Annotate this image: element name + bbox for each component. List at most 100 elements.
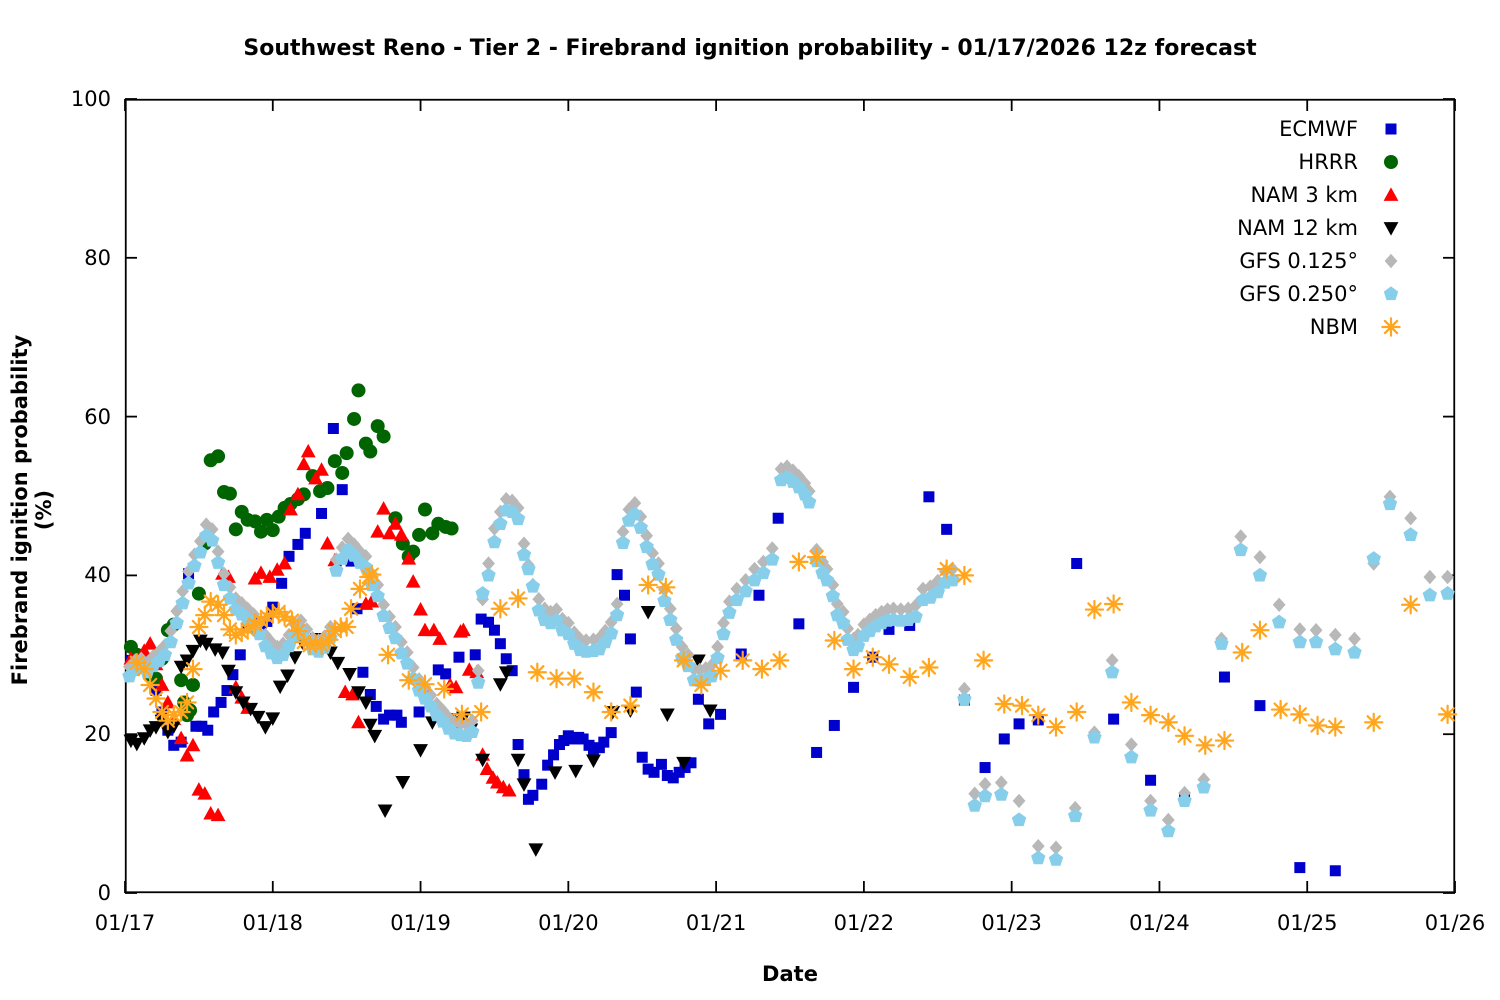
marker-ecmwf [512,739,524,751]
marker-nbm [710,660,731,681]
marker-gfs250 [470,674,486,689]
marker-gfs125 [482,556,495,571]
marker-nbm [1103,594,1124,614]
marker-gfs125 [968,786,982,801]
marker-gfs125 [550,602,563,617]
marker-nam3 [197,786,213,800]
marker-nam12 [510,753,526,768]
marker-ecmwf [941,523,953,535]
marker-gfs250 [525,578,541,593]
marker-gfs250 [633,520,648,534]
marker-gfs125 [406,660,420,675]
marker-ecmwf [715,708,727,720]
marker-gfs125 [1105,653,1119,668]
marker-nam3 [413,601,428,616]
marker-ecmwf [234,649,246,661]
marker-nbm [936,559,957,579]
marker-nam12 [377,804,393,819]
marker-nbm [214,605,234,625]
marker-nbm [843,659,864,679]
marker-gfs250 [181,575,196,590]
marker-gfs125 [1012,793,1026,809]
marker-ecmwf [440,668,452,680]
marker-gfs125 [573,631,587,647]
marker-gfs250 [639,539,654,553]
marker-nam3 [283,501,298,516]
marker-ecmwf [624,633,636,645]
marker-ecmwf [518,769,530,781]
marker-nam3 [320,536,335,550]
marker-nam12 [198,637,214,652]
gfs125-legend-marker-icon [1384,253,1398,268]
marker-hrrr [363,444,378,459]
marker-nam12 [492,678,508,692]
marker-nbm [656,577,676,598]
marker-gfs250 [531,602,546,617]
marker-gfs250 [157,647,173,661]
marker-nbm [127,653,147,673]
marker-nam3 [479,761,495,776]
ecmwf-legend-marker-icon [1385,123,1397,134]
marker-hrrr [191,586,206,601]
marker-gfs250 [1048,852,1064,866]
legend: ECMWF HRRR NAM 3 km NAM 12 km GFS 0.125° GFS … [1237,112,1402,343]
marker-gfs250 [819,572,835,587]
marker-nbm [824,630,845,651]
marker-nam12 [250,710,266,725]
marker-gfs250 [1124,749,1139,764]
marker-ecmwf [1013,718,1025,730]
marker-ecmwf [292,538,304,550]
marker-nam3 [393,527,409,541]
marker-nbm [638,575,658,595]
marker-gfs250 [1214,636,1229,650]
marker-nam12 [221,664,236,679]
marker-nam3 [401,551,417,565]
marker-ecmwf [316,507,328,519]
marker-gfs250 [1440,586,1455,600]
marker-nam3 [405,574,421,588]
marker-hrrr [376,429,391,444]
marker-gfs125 [241,601,255,616]
marker-gfs125 [465,713,479,728]
marker-gfs250 [609,607,625,622]
marker-nbm [282,610,302,631]
marker-ecmwf [703,718,715,730]
marker-gfs125 [359,549,373,564]
legend-item-gfs125: GFS 0.125° [1237,244,1402,277]
marker-gfs250 [204,532,220,547]
marker-nbm [146,688,166,709]
marker-nbm [208,595,228,615]
x-tick-label: 01/19 [390,911,451,935]
marker-gfs250 [561,626,576,641]
marker-ecmwf [998,733,1010,745]
marker-nam12 [287,651,303,665]
marker-ecmwf [618,589,630,601]
marker-nbm [350,579,370,599]
marker-gfs250 [370,588,385,603]
marker-nbm [183,659,203,679]
marker-nbm [171,702,191,722]
marker-gfs250 [175,595,190,610]
marker-nbm [919,657,939,678]
marker-nam12 [129,737,145,752]
marker-hrrr [347,411,362,426]
marker-gfs250 [388,630,403,645]
marker-nam12 [243,702,259,717]
marker-nam3 [296,456,312,471]
marker-gfs125 [1161,812,1175,828]
marker-nbm [564,668,584,689]
marker-nbm [134,659,154,679]
marker-ecmwf [598,736,610,748]
marker-nbm [1250,620,1270,640]
hrrr-legend-marker-icon [1384,154,1398,169]
marker-nam12 [342,667,358,682]
marker-gfs250 [908,609,923,623]
marker-nam12 [413,744,428,758]
marker-nbm [263,603,283,624]
marker-gfs125 [182,564,195,579]
marker-ecmwf [811,746,823,758]
marker-nam3 [370,524,386,538]
marker-nam3 [179,748,195,762]
marker-ecmwf [500,653,512,665]
